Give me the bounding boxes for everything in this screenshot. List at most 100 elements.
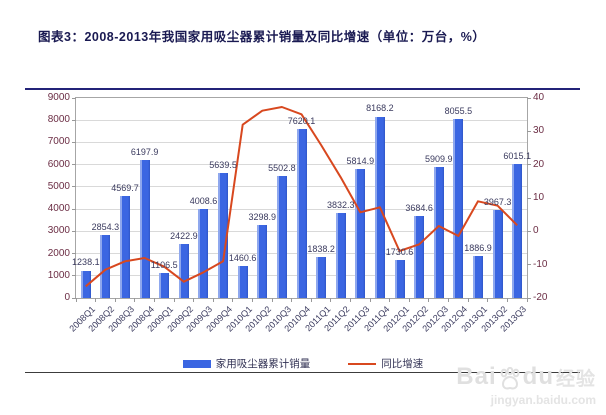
left-axis-tick-label: 7000 <box>47 136 70 148</box>
axis-tick <box>467 298 469 302</box>
axis-tick <box>72 230 76 232</box>
bar-value-label: 3298.9 <box>248 211 277 222</box>
axis-tick <box>72 164 76 166</box>
axis-tick <box>95 298 97 302</box>
axis-tick <box>526 298 528 302</box>
bar <box>433 166 444 298</box>
chart-title: 图表3：2008-2013年我国家用吸尘器累计销量及同比增速（单位：万台，%） <box>38 30 486 44</box>
bar <box>237 265 248 298</box>
bar-value-label: 8168.2 <box>366 103 394 114</box>
axis-tick <box>114 298 116 302</box>
axis-tick <box>232 298 234 302</box>
bar <box>120 196 131 298</box>
right-axis-tick-label: 10 <box>533 192 545 203</box>
x-axis-labels: 2008Q1 2008Q2 2008Q3 2008Q4 2009Q1 2009Q2 2009… <box>67 298 528 358</box>
left-axis-tick-label: 3000 <box>47 225 70 237</box>
bar-value-label: 4008.6 <box>189 195 218 206</box>
axis-tick <box>212 298 214 302</box>
left-axis-tick-label: 2000 <box>47 247 70 259</box>
bar-value-label: 1838.2 <box>307 244 335 255</box>
left-axis-tick-label: 9000 <box>47 92 70 103</box>
bar-value-label: 5909.9 <box>424 153 453 164</box>
right-axis-tick-label: 20 <box>533 158 545 170</box>
bar-value-label: 2854.3 <box>91 221 120 232</box>
bar <box>355 168 366 298</box>
watermark-brand-right: du <box>522 363 554 390</box>
left-axis-tick-label: 6000 <box>47 158 70 170</box>
right-axis-tick-label: 40 <box>533 92 545 103</box>
axis-tick <box>72 275 76 277</box>
axis-tick <box>72 208 76 210</box>
bar <box>178 244 189 298</box>
bar <box>139 160 150 298</box>
title-divider-line <box>25 88 580 90</box>
baidu-watermark: Bai du 经验 jingyan.baidu.com <box>456 363 596 407</box>
axis-tick <box>75 298 77 302</box>
axis-tick <box>428 298 430 302</box>
right-axis-tick-label: 30 <box>533 125 545 137</box>
plot-area: 1238.1 2854.3 4569.7 6197.9 1106.5 2422.9 4008… <box>48 92 548 334</box>
bar-value-label: 1460.6 <box>228 252 257 263</box>
bar-value-label: 2422.9 <box>170 231 198 242</box>
growth-line <box>85 106 518 288</box>
watermark-url: jingyan.baidu.com <box>490 393 596 407</box>
bar-value-label: 5639.5 <box>209 159 237 170</box>
growth-line-series <box>85 106 518 288</box>
bar-value-label: 1106.5 <box>150 260 178 271</box>
bar <box>159 273 170 298</box>
bar <box>100 234 111 298</box>
bar-value-label: 4569.7 <box>111 183 139 194</box>
bar <box>492 209 503 298</box>
axis-tick <box>173 298 175 302</box>
axis-tick <box>369 298 371 302</box>
axis-tick <box>527 264 531 266</box>
gridline <box>76 119 527 121</box>
bar-value-label: 5814.9 <box>346 155 375 166</box>
bar-value-label: 5502.8 <box>268 162 296 173</box>
bar-value-label: 3832.3 <box>326 199 355 210</box>
bar <box>276 175 287 298</box>
bar <box>296 128 307 298</box>
bar-value-label: 6197.9 <box>130 147 159 158</box>
bar-value-label: 7620.1 <box>287 115 316 126</box>
axis-tick <box>72 119 76 121</box>
axis-tick <box>271 298 273 302</box>
axis-tick <box>408 298 410 302</box>
bar <box>414 216 425 298</box>
axis-tick <box>350 298 352 302</box>
axis-tick <box>506 298 508 302</box>
bar-value-label: 3684.6 <box>405 203 433 214</box>
line-series-swatch-icon <box>348 362 377 365</box>
axis-tick <box>527 130 531 132</box>
bar <box>472 256 483 298</box>
bar-value-label: 8055.5 <box>444 105 473 116</box>
right-axis-tick-label: 0 <box>533 225 539 237</box>
right-axis-tick-label: -10 <box>533 258 548 270</box>
axis-tick <box>134 298 136 302</box>
left-axis-tick-label: 8000 <box>47 114 70 126</box>
legend-line-label: 同比增速 <box>381 358 424 370</box>
bar-value-label: 1238.1 <box>72 257 100 268</box>
watermark-brand-left: Bai <box>456 363 497 390</box>
bottom-divider-line <box>25 372 580 373</box>
axis-tick <box>72 141 76 143</box>
bar <box>218 172 229 298</box>
axis-tick <box>193 298 195 302</box>
watermark-brand-suffix: 经验 <box>555 369 596 390</box>
left-axis-tick-label: 5000 <box>47 180 70 192</box>
bar-series-swatch-icon <box>182 359 211 368</box>
axis-tick <box>527 230 531 232</box>
axis-tick <box>72 97 76 99</box>
bar <box>453 119 464 298</box>
bar <box>257 224 268 298</box>
bar <box>316 257 327 298</box>
watermark-brand: Bai du 经验 <box>456 363 596 391</box>
bar <box>80 270 91 298</box>
axis-tick <box>291 298 293 302</box>
axis-tick <box>527 197 531 199</box>
chart-legend: 家用吸尘器累计销量 同比增速 <box>0 356 606 371</box>
axis-tick <box>72 297 76 299</box>
axis-tick <box>448 298 450 302</box>
paw-icon <box>500 367 520 390</box>
